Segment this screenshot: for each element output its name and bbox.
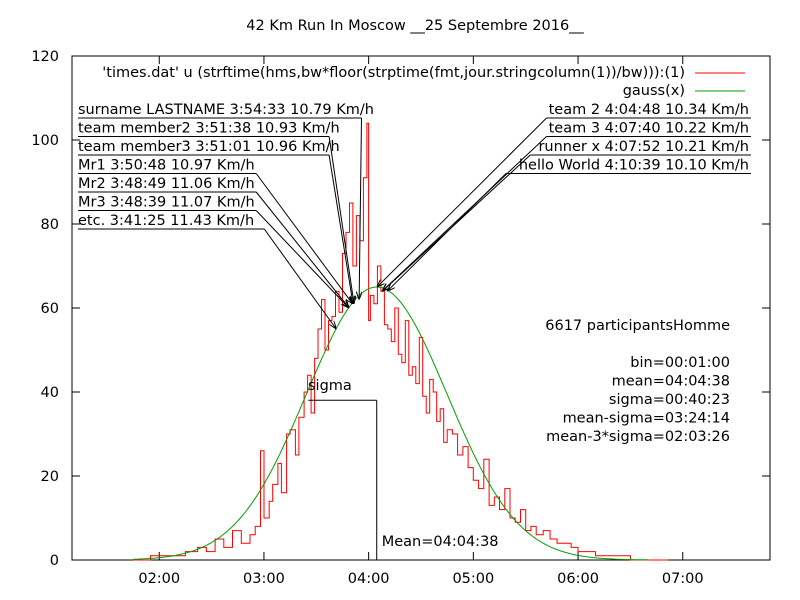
annotation-arrow xyxy=(377,117,547,287)
y-tick-label: 120 xyxy=(31,49,59,65)
stats-text: mean-3*sigma=02:03:26 xyxy=(546,429,730,445)
annotation-arrow xyxy=(255,191,349,308)
annotation-arrow xyxy=(263,228,336,329)
y-tick-label: 60 xyxy=(41,301,59,317)
annotation-arrow xyxy=(328,136,354,304)
annotation-left-label: Mr1 3:50:48 10.97 Km/h xyxy=(78,158,255,174)
stats-text: sigma=00:40:23 xyxy=(609,392,730,408)
annotation-arrow xyxy=(359,117,361,300)
annotation-arrow xyxy=(382,136,547,292)
x-tick-label: 05:00 xyxy=(452,571,494,587)
mean-label: Mean=04:04:38 xyxy=(382,534,499,550)
annotation-left-label: Mr2 3:48:49 11.06 Km/h xyxy=(78,176,255,192)
annotation-arrow xyxy=(328,154,353,304)
legend-label-gauss: gauss(x) xyxy=(623,83,685,99)
y-tick-label: 100 xyxy=(31,133,59,149)
annotation-arrow xyxy=(255,173,352,304)
x-tick-label: 03:00 xyxy=(243,571,285,587)
stats-text: bin=00:01:00 xyxy=(630,355,730,371)
y-tick-label: 0 xyxy=(50,553,59,569)
y-tick-label: 40 xyxy=(41,385,59,401)
stats-text: mean=04:04:38 xyxy=(612,374,730,390)
x-tick-label: 04:00 xyxy=(348,571,390,587)
annotation-left-label: surname LASTNAME 3:54:33 10.79 Km/h xyxy=(78,102,374,118)
annotation-arrow xyxy=(255,210,349,309)
annotation-right-label: hello World 4:10:39 10.10 Km/h xyxy=(519,158,749,174)
annotation-left-label: team member2 3:51:38 10.93 Km/h xyxy=(78,121,340,137)
stats-text: 6617 participantsHomme xyxy=(545,318,730,334)
sigma-label: sigma xyxy=(308,378,352,394)
stats-text: mean-sigma=03:24:14 xyxy=(563,411,730,427)
annotation-right-label: team 3 4:07:40 10.22 Km/h xyxy=(549,121,749,137)
chart-title: 42 Km Run In Moscow __25 Septembre 2016_… xyxy=(246,18,584,34)
x-tick-label: 02:00 xyxy=(138,571,180,587)
annotation-left-label: Mr3 3:48:39 11.07 Km/h xyxy=(78,195,255,211)
annotation-left-label: etc. 3:41:25 11.43 Km/h xyxy=(78,213,254,229)
annotation-right-label: runner x 4:07:52 10.21 Km/h xyxy=(538,139,749,155)
y-tick-label: 80 xyxy=(41,217,59,233)
x-tick-label: 07:00 xyxy=(662,571,704,587)
x-tick-label: 06:00 xyxy=(557,571,599,587)
plot-area: 0 20 40 60 80 100 120 02:00 03:00 04:00 05:00 06:00… xyxy=(31,49,771,587)
legend-label-histogram: 'times.dat' u (strftime(hms,bw*floor(str… xyxy=(102,65,685,81)
annotation-arrow xyxy=(387,173,507,292)
y-tick-label: 20 xyxy=(41,469,59,485)
annotation-right-label: team 2 4:04:48 10.34 Km/h xyxy=(549,102,749,118)
annotation-left-label: team member3 3:51:01 10.96 Km/h xyxy=(78,139,340,155)
